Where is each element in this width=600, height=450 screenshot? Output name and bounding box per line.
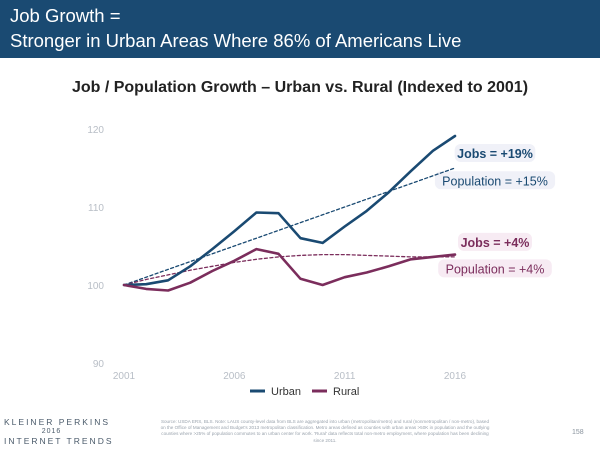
slide-header: Job Growth = Stronger in Urban Areas Whe… bbox=[0, 0, 600, 58]
annotation-label: Population = +15% bbox=[442, 174, 548, 188]
logo-line-2: 2016 bbox=[41, 428, 62, 435]
annotation-label: Population = +4% bbox=[446, 262, 545, 276]
urban-jobs-line bbox=[122, 134, 457, 287]
slide-title-line-1: Job Growth = bbox=[10, 5, 121, 26]
annotation-highlight bbox=[434, 171, 556, 190]
legend-label-urban: Urban bbox=[271, 386, 301, 398]
x-tick-label: 2011 bbox=[334, 371, 356, 382]
y-tick-label: 110 bbox=[88, 203, 104, 214]
legend-label-rural: Rural bbox=[333, 386, 359, 398]
x-tick-label: 2016 bbox=[444, 371, 467, 382]
rural-jobs-line bbox=[122, 247, 457, 292]
annotation-highlight bbox=[458, 232, 532, 251]
x-tick-label: 2006 bbox=[223, 371, 246, 382]
footer-logo: KLEINER PERKINS 2016 INTERNET TRENDS bbox=[4, 417, 124, 446]
source-note: Source: USDA ERS, BLS. Note: LAUS county… bbox=[160, 419, 490, 443]
annotation-highlight bbox=[454, 143, 536, 162]
logo-line-3: INTERNET TRENDS bbox=[4, 436, 114, 446]
logo-line-1: KLEINER PERKINS bbox=[4, 417, 111, 427]
y-tick-label: 100 bbox=[87, 281, 104, 292]
annotation-label: Jobs = +4% bbox=[461, 236, 530, 250]
annotation-label: Jobs = +19% bbox=[457, 147, 533, 161]
page-number: 158 bbox=[572, 429, 584, 436]
x-tick-label: 2001 bbox=[113, 371, 136, 382]
y-tick-label: 90 bbox=[93, 359, 105, 370]
annotation-highlight bbox=[438, 259, 552, 278]
rural-population-trend-line bbox=[123, 253, 456, 286]
chart-title: Job / Population Growth – Urban vs. Rura… bbox=[71, 79, 529, 96]
y-tick-label: 120 bbox=[87, 125, 104, 136]
slide-title-line-2: Stronger in Urban Areas Where 86% of Ame… bbox=[10, 30, 462, 51]
